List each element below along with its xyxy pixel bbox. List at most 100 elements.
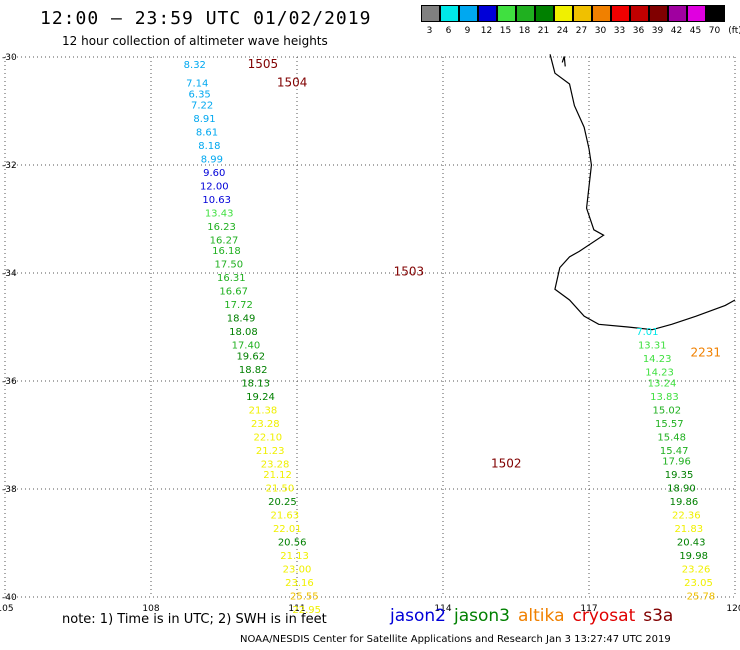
scale-label-18: 18 — [518, 26, 531, 36]
west-track-value: 6.35 — [189, 90, 211, 101]
east-track-value: 7.01 — [636, 327, 658, 338]
scale-swatch-9 — [459, 5, 478, 22]
lat-tick-label: -38 — [2, 485, 17, 495]
east-track-value: 15.02 — [653, 405, 682, 416]
east-track-value: 15.47 — [660, 446, 689, 457]
scale-label-9: 9 — [464, 26, 471, 36]
scale-label-33: 33 — [613, 26, 626, 36]
east-track-value: 19.35 — [665, 470, 694, 481]
scale-label-45: 45 — [689, 26, 702, 36]
west-track-value: 17.50 — [215, 260, 244, 271]
east-track-value: 23.26 — [682, 565, 711, 576]
scale-swatch-24 — [554, 5, 573, 22]
legend-jason3: jason3 — [454, 606, 510, 626]
east-track-value: 19.98 — [679, 551, 708, 562]
east-track-value: 17.96 — [662, 457, 691, 468]
lon-tick-label: 117 — [580, 604, 597, 614]
scale-swatch-30 — [592, 5, 611, 22]
lon-tick-label: 111 — [288, 604, 305, 614]
west-track-value: 21.63 — [271, 511, 300, 522]
west-track-value: 8.91 — [193, 114, 215, 125]
west-track-value: 12.00 — [200, 181, 229, 192]
pass-id-1504: 1504 — [277, 76, 308, 90]
scale-swatch-6 — [440, 5, 459, 22]
west-track-value: 16.67 — [219, 287, 248, 298]
scale-label-39: 39 — [651, 26, 664, 36]
west-track-value: 21.23 — [256, 446, 285, 457]
island-outline — [561, 56, 566, 67]
west-track-value: 17.72 — [224, 300, 253, 311]
scale-swatch-3 — [421, 5, 440, 22]
coastline — [549, 54, 736, 331]
scale-label-36: 36 — [632, 26, 645, 36]
scale-label-24: 24 — [556, 26, 569, 36]
west-track-value: 21.12 — [263, 470, 292, 481]
west-track-value: 16.18 — [212, 246, 241, 257]
west-track-value: 23.00 — [283, 565, 312, 576]
west-track-value: 22.01 — [273, 524, 302, 535]
west-track-value: 8.61 — [196, 127, 218, 138]
scale-swatch-15 — [497, 5, 516, 22]
west-track-value: 13.43 — [205, 208, 234, 219]
scale-swatch-27 — [573, 5, 592, 22]
west-track-value: 23.16 — [285, 578, 314, 589]
east-track-value: 13.24 — [648, 378, 677, 389]
west-track-value: 20.25 — [268, 497, 297, 508]
page-title: 12:00 – 23:59 UTC 01/02/2019 — [40, 8, 372, 29]
lat-tick-label: -34 — [2, 269, 17, 279]
west-track-value: 16.23 — [207, 222, 236, 233]
west-track-value: 19.24 — [246, 392, 275, 403]
west-track-value: 21.50 — [266, 484, 295, 495]
west-track-value: 23.28 — [261, 459, 290, 470]
scale-label-12: 12 — [480, 26, 493, 36]
scale-swatch-45 — [687, 5, 706, 22]
west-track-value: 22.10 — [253, 432, 282, 443]
east-track-value: 22.36 — [672, 511, 701, 522]
west-track-value: 9.60 — [203, 168, 225, 179]
note-text: note: 1) Time is in UTC; 2) SWH is in fe… — [62, 612, 327, 627]
west-track-value: 21.38 — [249, 405, 278, 416]
west-track-value: 7.14 — [186, 79, 208, 90]
legend-jason2: jason2 — [390, 606, 446, 626]
credit-text: NOAA/NESDIS Center for Satellite Applica… — [240, 634, 671, 645]
west-track-value: 16.27 — [210, 235, 239, 246]
lon-tick-label: 120 — [726, 604, 740, 614]
east-track-value: 14.23 — [645, 368, 674, 379]
west-track-value: 7.22 — [191, 100, 213, 111]
scale-swatch-39 — [649, 5, 668, 22]
east-track-value: 18.90 — [667, 484, 696, 495]
east-track-value: 25.78 — [687, 592, 716, 603]
west-track-value: 18.49 — [227, 314, 256, 325]
west-track-value: 18.08 — [229, 327, 258, 338]
scale-swatch-42 — [668, 5, 687, 22]
legend-altika: altika — [518, 606, 565, 626]
west-track-value: 18.82 — [239, 365, 268, 376]
scale-label-6: 6 — [445, 26, 452, 36]
scale-label-3: 3 — [426, 26, 433, 36]
scale-label-30: 30 — [594, 26, 607, 36]
scale-unit: (ft) — [728, 26, 740, 36]
east-track-value: 13.83 — [650, 392, 679, 403]
east-track-value: 19.86 — [670, 497, 699, 508]
west-track-value: 18.13 — [241, 378, 270, 389]
legend-s3a: s3a — [643, 606, 674, 626]
east-track-value: 23.05 — [684, 578, 713, 589]
scale-swatch-33 — [611, 5, 630, 22]
lon-tick-label: 105 — [0, 604, 14, 614]
east-track-value: 15.57 — [655, 419, 684, 430]
lat-tick-label: -32 — [2, 161, 17, 171]
lat-tick-label: -30 — [2, 53, 17, 63]
west-track-value: 19.62 — [236, 351, 265, 362]
east-track-value: 21.83 — [674, 524, 703, 535]
west-track-value: 20.56 — [278, 538, 307, 549]
scale-label-15: 15 — [499, 26, 512, 36]
lat-tick-label: -36 — [2, 377, 17, 387]
scale-swatch-12 — [478, 5, 497, 22]
scale-swatch-18 — [516, 5, 535, 22]
page-subtitle: 12 hour collection of altimeter wave hei… — [62, 34, 328, 48]
scale-swatch-70 — [706, 5, 725, 22]
scale-label-42: 42 — [670, 26, 683, 36]
west-track-value: 8.99 — [201, 154, 223, 165]
west-track-value: 17.40 — [232, 341, 261, 352]
